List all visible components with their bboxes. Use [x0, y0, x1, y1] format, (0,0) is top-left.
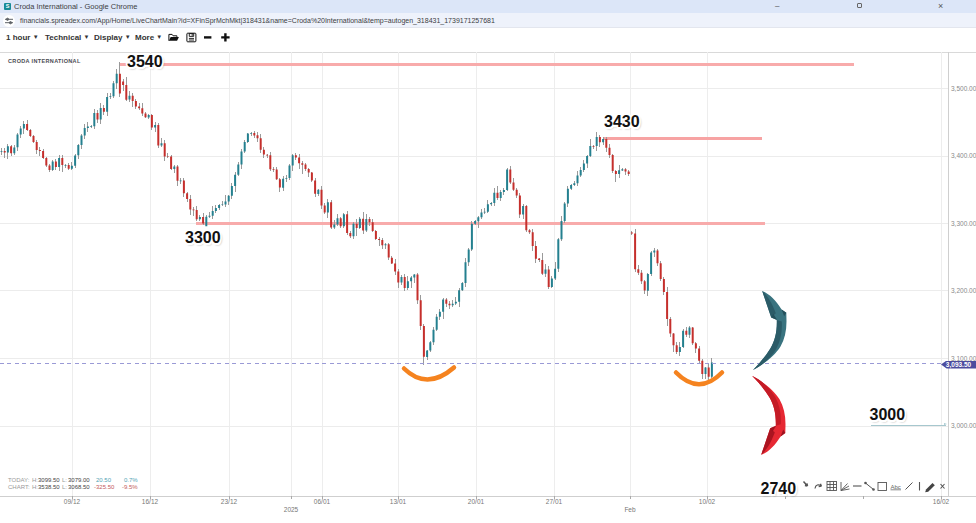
svg-text:Abc: Abc: [891, 484, 901, 490]
